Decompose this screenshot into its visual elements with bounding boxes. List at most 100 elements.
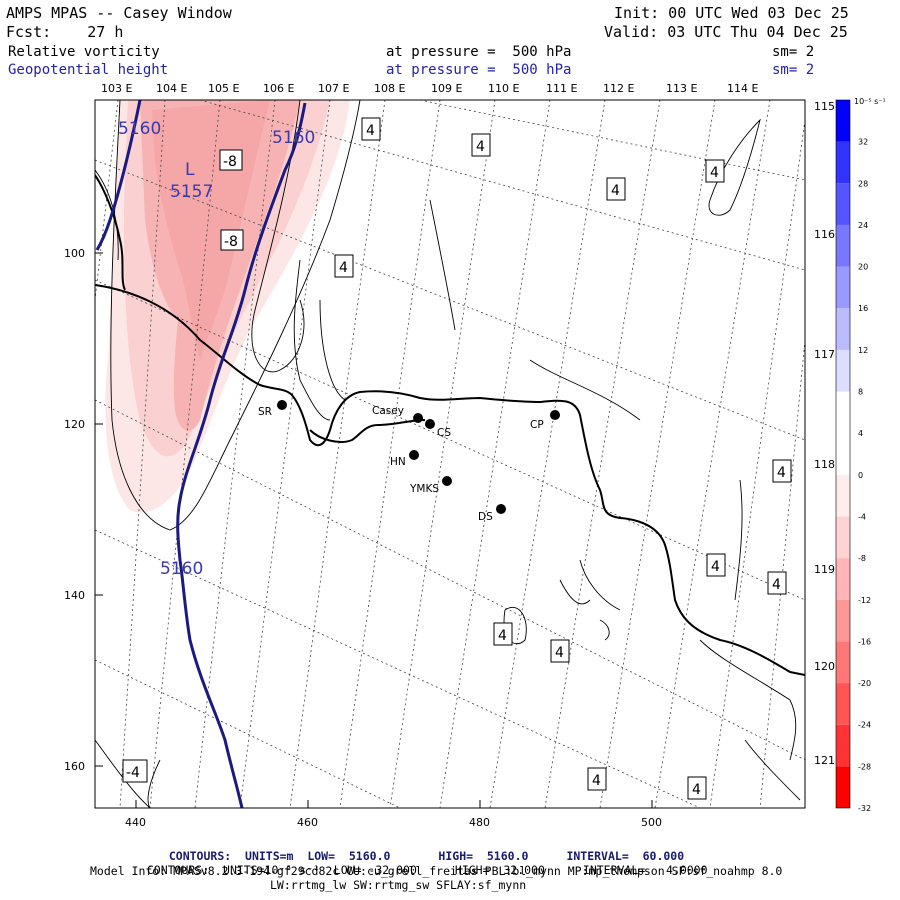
svg-text:4: 4 <box>498 628 507 644</box>
colorbar-tick-label: 28 <box>858 179 868 188</box>
station-dot <box>425 419 435 429</box>
y-tick-label: 100 <box>64 247 85 260</box>
height-label: 5160 <box>160 559 203 579</box>
colorbar-swatch <box>836 183 850 225</box>
vort-label-box: 4 <box>687 776 707 800</box>
field2-smoothing: sm= 2 <box>772 62 815 78</box>
svg-text:106 E: 106 E <box>263 82 294 95</box>
colorbar-tick-label: 24 <box>858 221 868 230</box>
colorbar-tick-label: -28 <box>858 762 871 771</box>
footer-line1-a: CONTOURS: UNITS=m LOW= 5160.0 <box>168 849 391 863</box>
forecast-hour: Fcst: 27 h <box>6 23 124 41</box>
colorbar-swatch <box>836 474 850 517</box>
colorbar-swatch <box>836 433 850 475</box>
colorbar-tick-label: 16 <box>858 304 868 313</box>
colorbar-tick-label: 12 <box>858 346 868 355</box>
footer-vort-contours: CONTOURS: UNITS=10⁻⁵ s⁻¹ LOW= -32.000 HIG… <box>133 851 708 877</box>
colorbar-unit: 10⁻⁵ s⁻¹ <box>854 97 886 106</box>
plot-frame <box>94 99 806 809</box>
vort-label-box: -8 <box>220 229 244 251</box>
colorbar-swatch <box>836 641 850 684</box>
field2-name: Geopotential height <box>8 62 169 78</box>
station-label: Casey <box>372 405 404 417</box>
svg-text:114 E: 114 E <box>727 82 758 95</box>
vort-label-box: 4 <box>606 177 626 201</box>
footer-model-info: Model Info: MPASv8.2.3-194-gf29cd82c CU:… <box>90 864 783 878</box>
svg-text:110 E: 110 E <box>488 82 519 95</box>
stations: SR Casey CS HN YMKS CP DS <box>258 400 560 523</box>
footer-height-contours: CONTOURS: UNITS=m LOW= 5160.0 HIGH= 5160.… <box>155 837 684 863</box>
svg-text:4: 4 <box>366 123 375 139</box>
field1-smoothing: sm= 2 <box>772 44 815 60</box>
height-label: 5160 <box>118 119 161 139</box>
svg-text:104 E: 104 E <box>156 82 187 95</box>
svg-text:4: 4 <box>476 139 485 155</box>
footer-line2-a: CONTOURS: UNITS=10⁻⁵ s⁻¹ LOW= -32.000 <box>146 863 417 877</box>
colorbar-tick-label: -4 <box>858 512 866 521</box>
station-label: SR <box>258 406 272 418</box>
colorbar-swatch <box>836 349 850 392</box>
field1-level: at pressure = 500 hPa <box>386 44 572 60</box>
vort-label-box: 4 <box>705 159 725 183</box>
svg-text:-8: -8 <box>223 154 237 170</box>
field2-level: at pressure = 500 hPa <box>386 62 572 78</box>
station-label: CP <box>530 419 544 431</box>
colorbar-tick-label: -32 <box>858 804 871 813</box>
colorbar-swatch <box>836 391 850 434</box>
x-tick-label: 480 <box>469 816 490 829</box>
colorbar-swatch <box>836 308 850 350</box>
colorbar: 10⁻⁵ s⁻¹ 32 28 24 20 16 12 8 4 0 -4 -8 -12 -16 -20 -24… <box>835 97 886 813</box>
colorbar-tick-label: 32 <box>858 138 868 147</box>
colorbar-swatch <box>836 724 850 767</box>
plot-title: AMPS MPAS -- Casey Window <box>6 4 232 22</box>
svg-text:108 E: 108 E <box>374 82 405 95</box>
footer-physics: LW:rrtmg_lw SW:rrtmg_sw SFLAY:sf_mynn <box>270 878 527 892</box>
y-tick-label: 160 <box>64 760 85 773</box>
svg-text:113 E: 113 E <box>666 82 697 95</box>
svg-text:107 E: 107 E <box>318 82 349 95</box>
station-label: DS <box>478 511 493 523</box>
x-tick-label: 440 <box>125 816 146 829</box>
valid-time: Valid: 03 UTC Thu 04 Dec 25 <box>604 23 848 41</box>
colorbar-swatch <box>836 224 850 267</box>
svg-text:4: 4 <box>339 260 348 276</box>
station-dot <box>496 504 506 514</box>
x-tick-label: 500 <box>641 816 662 829</box>
colorbar-tick-label: -16 <box>858 637 871 646</box>
vort-label-box: 4 <box>587 767 607 791</box>
station-dot <box>277 400 287 410</box>
colorbar-swatch <box>836 599 850 642</box>
svg-text:105 E: 105 E <box>208 82 239 95</box>
top-lon-labels: 103 E 104 E 105 E 106 E 107 E 108 E 109 … <box>101 82 758 95</box>
station-label: YMKS <box>409 483 439 495</box>
colorbar-swatch <box>836 100 850 142</box>
colorbar-swatch <box>836 141 850 184</box>
station-label: CS <box>437 427 451 439</box>
footer-line1-b: HIGH= 5160.0 <box>438 849 529 863</box>
station-label: HN <box>390 456 406 468</box>
footer-line2-b: HIGH= 32.000 <box>454 863 545 877</box>
height-contours <box>95 100 307 808</box>
vort-label-box: 4 <box>471 133 491 157</box>
height-label: 5160 <box>272 128 315 148</box>
svg-text:-8: -8 <box>224 234 238 250</box>
station-dot <box>550 410 560 420</box>
footer-line2-c: INTERVAL= 4.0000 <box>582 863 708 877</box>
svg-text:4: 4 <box>692 782 701 798</box>
colorbar-tick-label: 4 <box>858 429 863 438</box>
station-dot <box>442 476 452 486</box>
colorbar-tick-label: -20 <box>858 679 871 688</box>
colorbar-tick-label: 0 <box>858 471 863 480</box>
low-marker: L <box>185 160 195 180</box>
station-dot <box>413 413 423 423</box>
svg-text:4: 4 <box>777 465 786 481</box>
vort-label-box: 4 <box>361 117 381 141</box>
y-tick-label: 120 <box>64 418 85 431</box>
init-time: Init: 00 UTC Wed 03 Dec 25 <box>614 4 849 22</box>
svg-text:-4: -4 <box>126 765 140 781</box>
field1-name: Relative vorticity <box>8 44 160 60</box>
vort-label-box: 4 <box>706 553 726 577</box>
vort-label-box: 4 <box>767 571 787 595</box>
svg-text:103 E: 103 E <box>101 82 132 95</box>
vorticity-labels: -8 -8 4 4 4 4 4 4 4 4 4 4 4 -4 4 <box>122 117 792 800</box>
